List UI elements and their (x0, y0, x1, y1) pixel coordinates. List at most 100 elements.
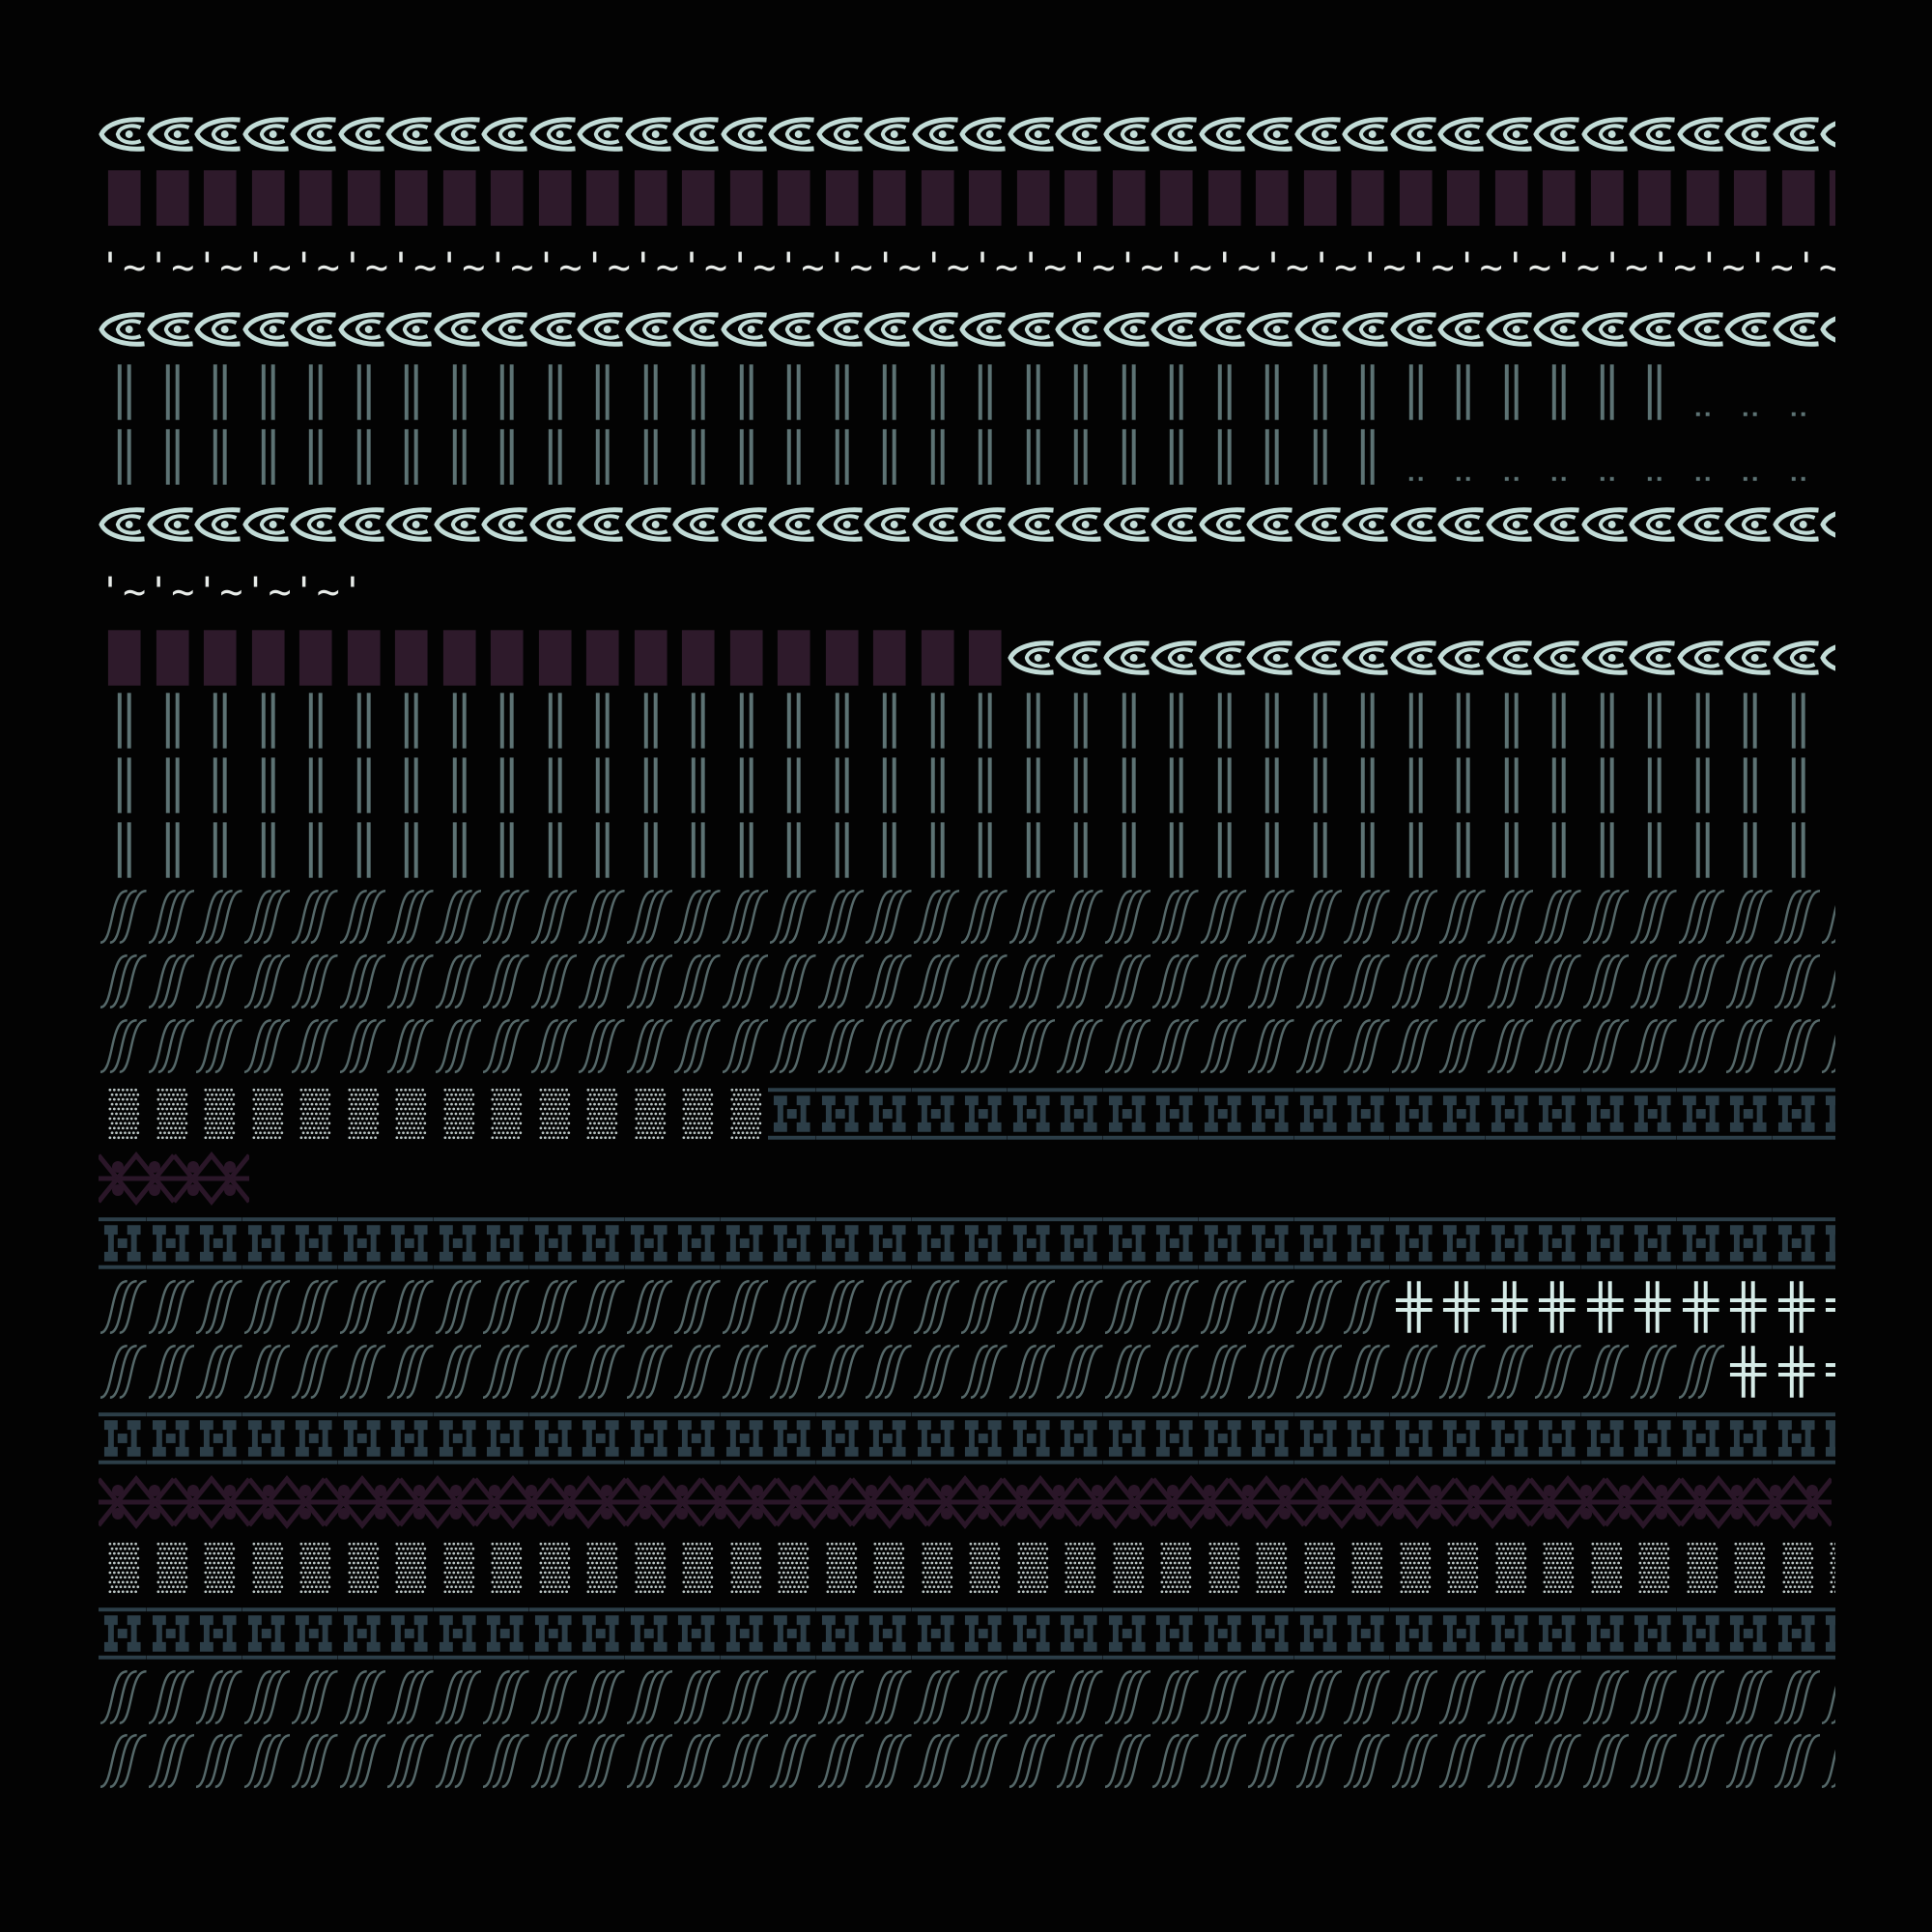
wave-icon (1580, 628, 1630, 688)
double-bar (1629, 820, 1677, 880)
double-bar (194, 820, 242, 880)
frame (1485, 1213, 1533, 1273)
double-bar (529, 820, 578, 880)
frame (99, 1604, 147, 1663)
slash (1486, 887, 1533, 947)
slash (1629, 1731, 1677, 1791)
slash (242, 1342, 290, 1402)
wave-icon (1342, 504, 1390, 545)
wave-icon (1533, 504, 1581, 545)
double-bar (242, 362, 291, 422)
slash (194, 952, 242, 1011)
slash (1151, 952, 1199, 1011)
slash (1008, 1731, 1055, 1791)
maroon-block (385, 628, 434, 688)
chevron (1681, 1473, 1756, 1531)
double-bar (768, 427, 816, 487)
cross (1820, 1277, 1835, 1337)
double-bar (864, 362, 912, 422)
double-bar (338, 820, 386, 880)
wave-icon (1820, 628, 1835, 688)
double-bar (1724, 755, 1773, 815)
slash (1773, 952, 1820, 1011)
cross (1773, 1342, 1821, 1402)
slash (721, 1731, 768, 1791)
maroon-block (1294, 168, 1343, 228)
slash (1151, 1016, 1199, 1076)
double-bar (481, 755, 529, 815)
row-chevron-full (99, 1473, 1832, 1531)
slash (481, 1277, 529, 1337)
chevron (1455, 1473, 1530, 1531)
cross (1677, 1277, 1725, 1337)
slash (816, 1342, 864, 1402)
double-bar (290, 755, 338, 815)
slash (338, 1277, 385, 1337)
wave-icon (1772, 309, 1821, 350)
frame (1102, 1408, 1151, 1468)
double-bar (1342, 691, 1390, 751)
frame (1151, 1084, 1199, 1144)
slash (385, 952, 434, 1011)
row-slash-4 (99, 1667, 1835, 1727)
frame (672, 1604, 721, 1663)
wave-icon (1389, 504, 1438, 545)
frame (815, 1408, 864, 1468)
maroon-block (1677, 168, 1725, 228)
wave-icon (1724, 114, 1773, 155)
double-bar (864, 755, 912, 815)
double-bar (99, 755, 147, 815)
frame (1246, 1084, 1294, 1144)
frame (1389, 1213, 1437, 1273)
frame (911, 1213, 959, 1273)
frame (720, 1213, 768, 1273)
wave-icon (528, 504, 578, 545)
double-bar (385, 691, 434, 751)
double-bar (481, 820, 529, 880)
double-bar (1294, 820, 1343, 880)
wave-icon (337, 504, 386, 545)
frame (1342, 1604, 1390, 1663)
dot-block (338, 1084, 386, 1144)
dot-block (768, 1538, 816, 1598)
double-bar (1390, 362, 1438, 422)
dot-block (672, 1084, 721, 1144)
slash (1677, 887, 1724, 947)
slash (1820, 1667, 1835, 1727)
double-bar (1246, 820, 1294, 880)
slash (338, 887, 385, 947)
double-bar (577, 755, 625, 815)
slash (912, 1667, 959, 1727)
frame (1055, 1213, 1103, 1273)
wave-icon (624, 504, 673, 545)
wave-icon (385, 114, 434, 155)
frame (385, 1213, 434, 1273)
wave-icon (1246, 628, 1294, 688)
frame (337, 1604, 385, 1663)
dot-block (1724, 1538, 1773, 1598)
frame (433, 1408, 481, 1468)
slash (1103, 1731, 1151, 1791)
slash (1199, 1731, 1246, 1791)
slash (385, 1667, 434, 1727)
slash (1055, 1277, 1103, 1337)
frame (1342, 1408, 1390, 1468)
double-bar (1581, 362, 1630, 422)
maroon-block (99, 168, 147, 228)
frame (1342, 1084, 1390, 1144)
slash (577, 1731, 625, 1791)
row-double-bars-2 (99, 427, 1835, 487)
wave-icon (1293, 504, 1343, 545)
frame (1389, 1084, 1437, 1144)
row-slash-2 (99, 952, 1835, 1011)
frame (1293, 1213, 1342, 1273)
double-bar (1677, 820, 1725, 880)
double-bar (1199, 362, 1247, 422)
slash (242, 1277, 290, 1337)
double-bar (768, 362, 816, 422)
frame (1055, 1084, 1103, 1144)
wave-icon (1055, 504, 1103, 545)
dot-block (481, 1538, 529, 1598)
double-bar (99, 691, 147, 751)
frame (1724, 1408, 1773, 1468)
